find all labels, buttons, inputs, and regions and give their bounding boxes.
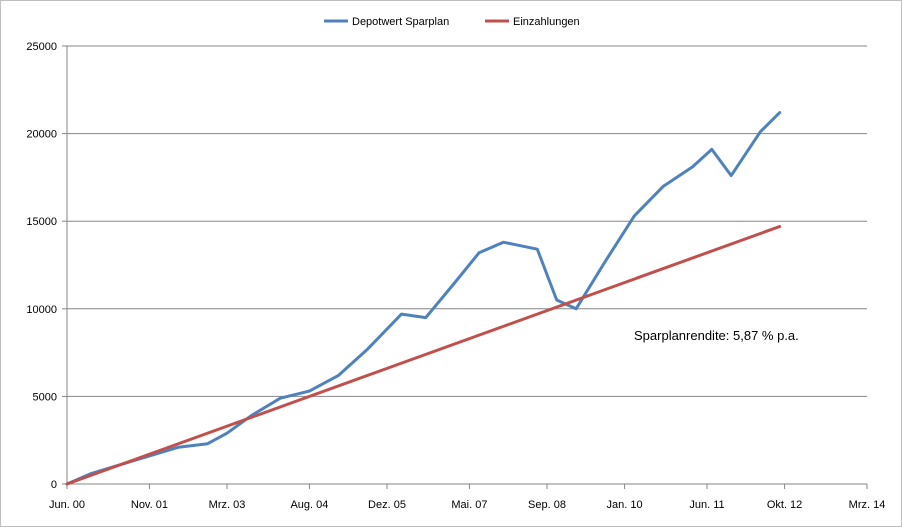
x-tick-label: Mrz. 14 — [849, 499, 886, 511]
y-tick-label: 25000 — [26, 41, 57, 53]
gridlines — [67, 45, 867, 397]
x-tick-label: Mrz. 03 — [209, 499, 246, 511]
y-tick-label: 5000 — [33, 391, 57, 403]
y-tick-label: 0 — [51, 479, 57, 491]
axes: 0 5000 10000 15000 20000 25000 Jun. 00 Nov. 01 M… — [26, 41, 885, 511]
series-line-2 — [65, 225, 782, 486]
x-tick-label: Aug. 04 — [290, 499, 328, 511]
series-line-1 — [65, 111, 782, 486]
x-tick-label: Jun. 11 — [689, 499, 724, 511]
x-tick-label: Sep. 08 — [528, 499, 566, 511]
x-tick-label: Dez. 05 — [368, 499, 406, 511]
y-tick-label: 15000 — [26, 216, 57, 228]
x-tick-label: Jan. 10 — [607, 499, 643, 511]
legend-label-1: Depotwert Sparplan — [352, 16, 449, 28]
y-tick-label: 20000 — [26, 129, 57, 141]
x-tick-label: Jun. 00 — [49, 499, 85, 511]
y-tick-label: 10000 — [26, 304, 57, 316]
legend: Depotwert Sparplan Einzahlungen — [324, 16, 580, 28]
x-tick-label: Mai. 07 — [451, 499, 487, 511]
x-tick-label: Okt. 12 — [767, 499, 802, 511]
legend-label-2: Einzahlungen — [513, 16, 580, 28]
x-tick-label: Nov. 01 — [131, 499, 168, 511]
series-lines — [65, 111, 782, 486]
annotation-label: Sparplanrendite: 5,87 % p.a. — [634, 328, 799, 343]
